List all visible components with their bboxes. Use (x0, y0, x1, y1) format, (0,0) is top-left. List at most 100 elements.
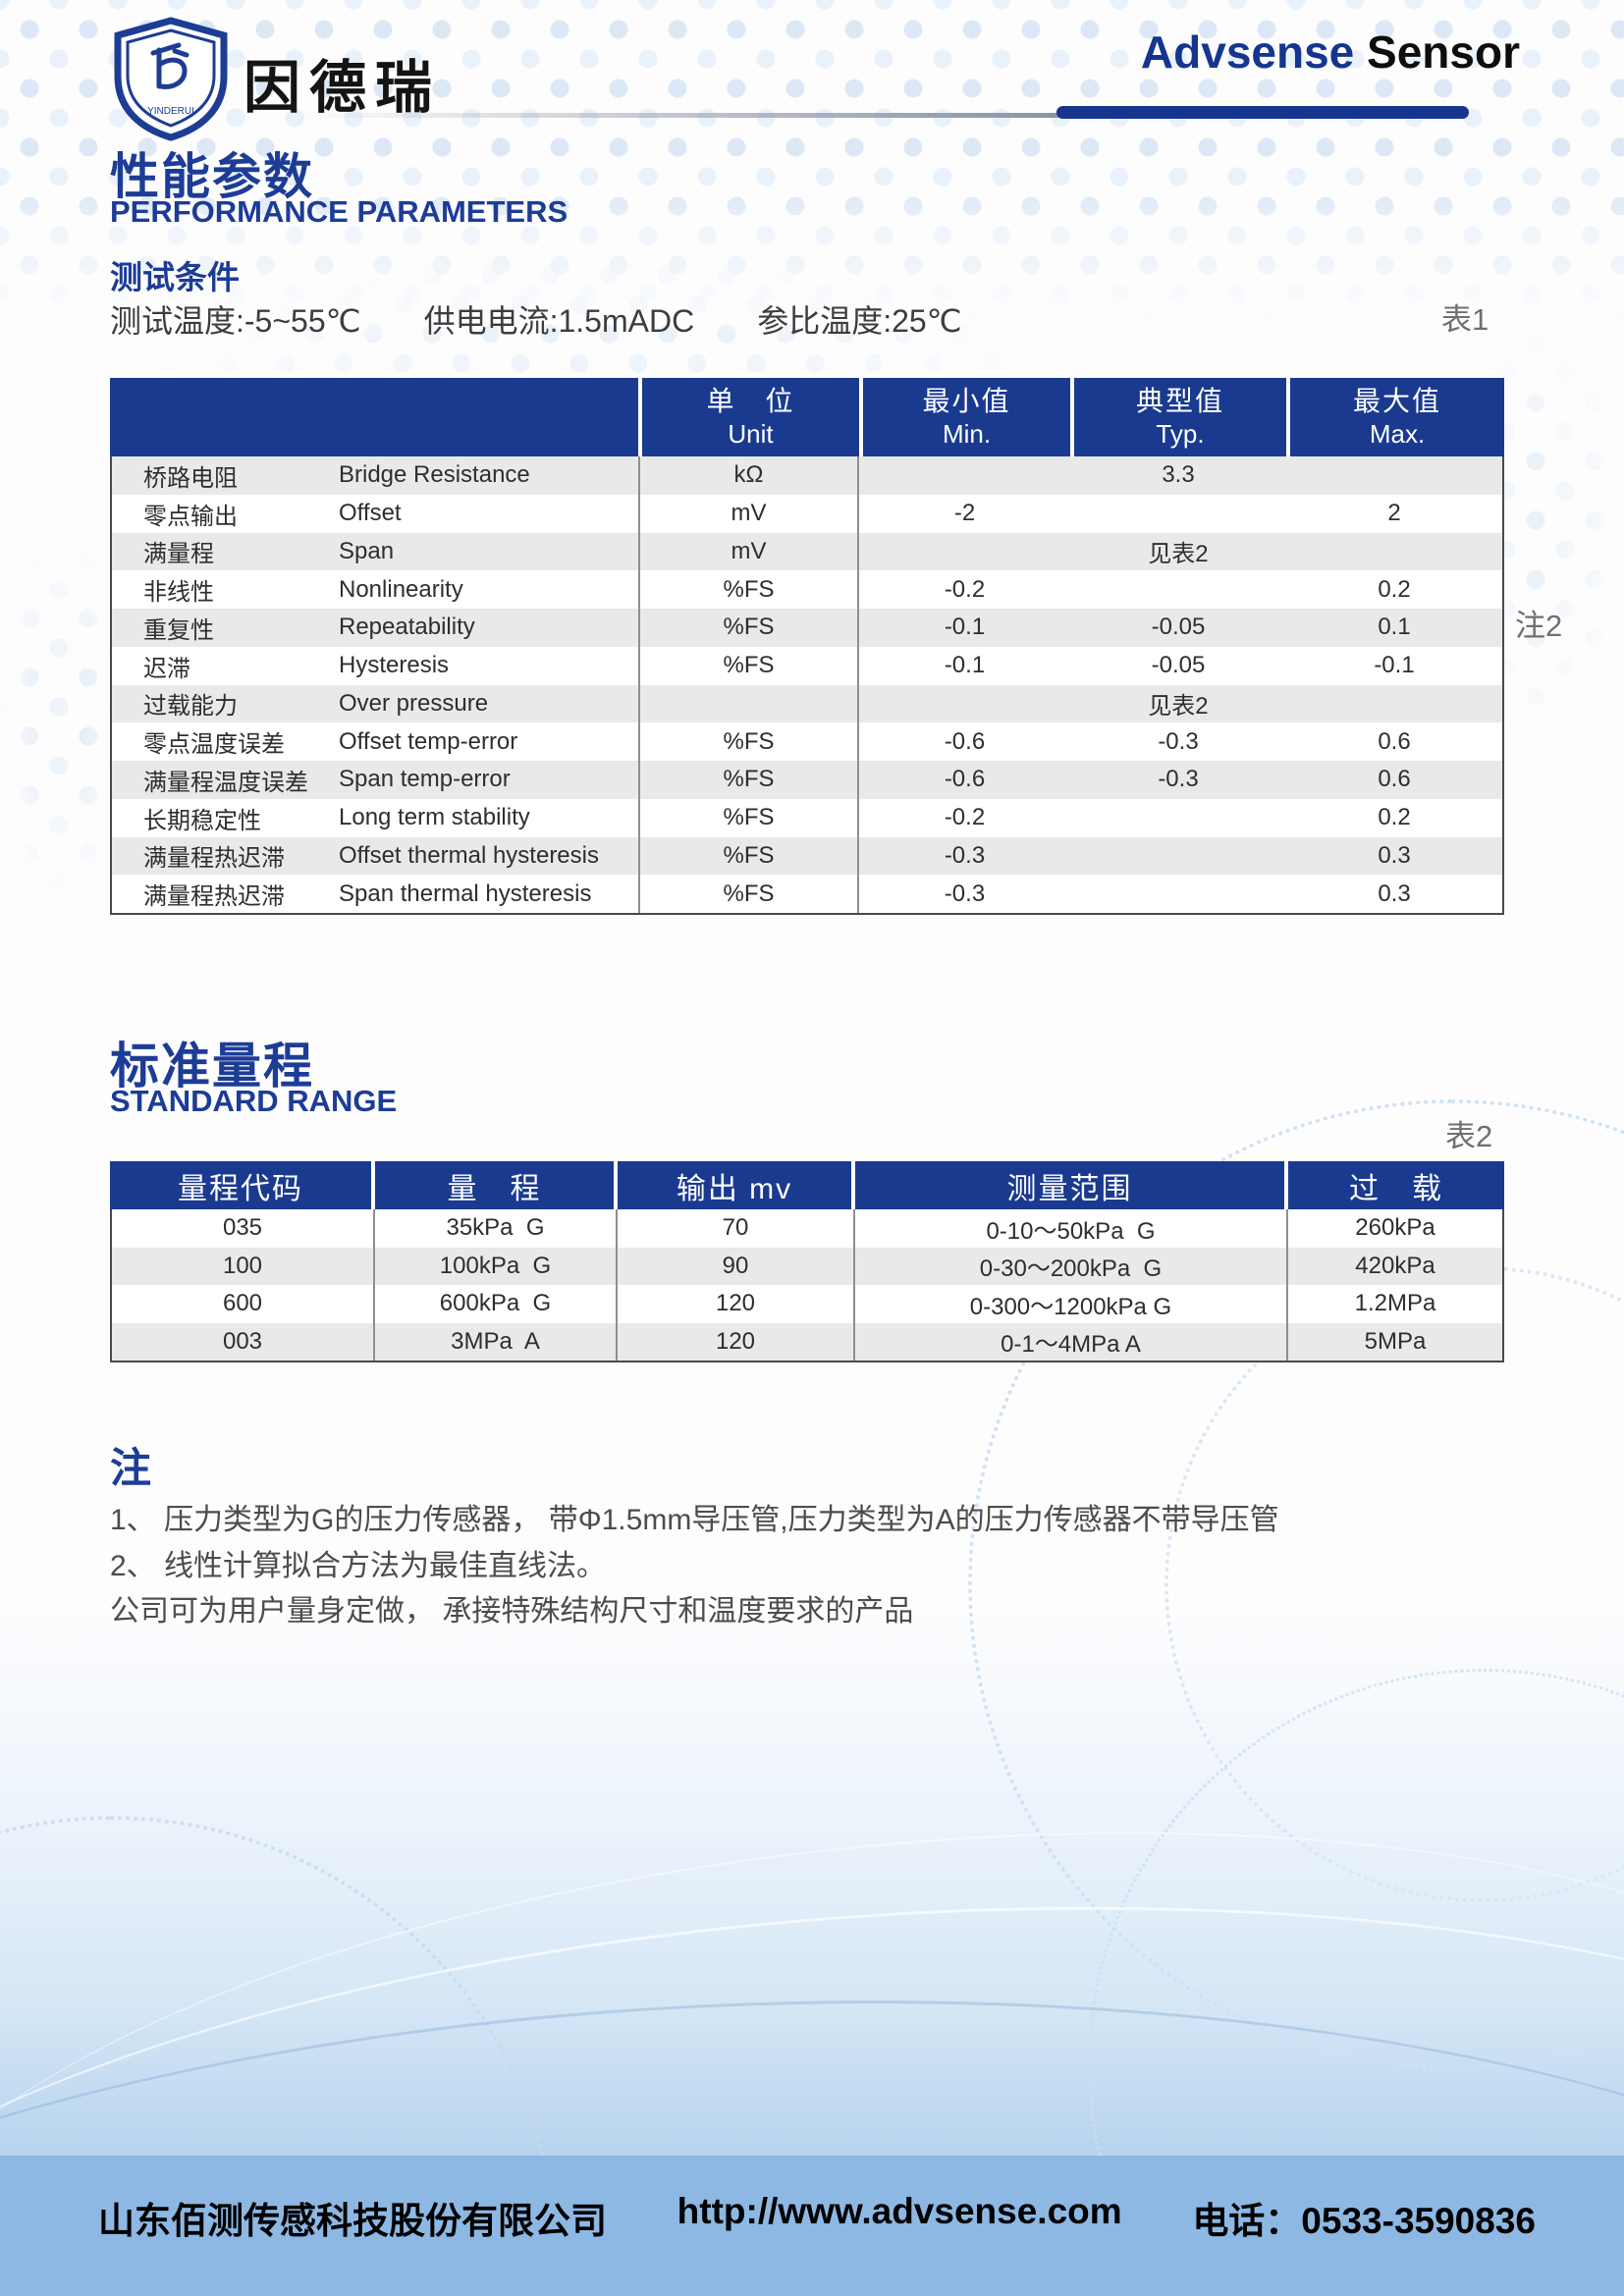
standard-range-table: 量程代码 量 程 输出 mv 测量范围 过 载 035 35kPa G 70 0… (110, 1161, 1504, 1362)
range-code: 035 (222, 1214, 263, 1242)
parameter-min: -0.1 (944, 614, 986, 641)
halftone-dots-decoration (0, 530, 128, 903)
table1-header-parameter-blank (110, 378, 638, 456)
title-underline (1056, 106, 1469, 119)
footer-phone: 电话：0533-3590836 (1192, 2201, 1536, 2241)
range-value: 600kPa G (373, 1285, 616, 1323)
parameter-name-cn: 满量程热迟滞 (143, 883, 285, 911)
measure-span: 0-30～200kPa G (853, 1247, 1286, 1285)
parameter-name-en: Span (339, 537, 395, 564)
table-row: 003 3MPa A 120 0-1～4MPa A 5MPa (112, 1322, 1502, 1361)
table-row: 零点温度误差 Offset temp-error %FS -0.6 -0.3 0… (112, 722, 1502, 761)
parameter-typ: 见表2 (1148, 541, 1209, 568)
parameter-name-en: Offset (339, 500, 402, 527)
table1-header-min: 最小值 Min. (859, 378, 1070, 456)
section-title-performance-cn: 性能参数 (110, 149, 314, 204)
range-value: 100kPa G (373, 1247, 616, 1285)
parameter-name-cn: 非线性 (143, 579, 214, 607)
table-row: 非线性 Nonlinearity %FS -0.2 0.2 (112, 570, 1502, 609)
table2-header-range-code: 量程代码 (178, 1172, 303, 1205)
table-row: 桥路电阻 Bridge Resistance kΩ 3.3 (112, 456, 1502, 495)
parameter-unit: %FS (638, 798, 859, 837)
parameter-max: 0.3 (1378, 841, 1411, 869)
table1-tag: 表1 (1441, 302, 1489, 337)
table-row: 满量程温度误差 Span temp-error %FS -0.6 -0.3 0.… (112, 761, 1502, 799)
table1-body: 桥路电阻 Bridge Resistance kΩ 3.3 零点输出 Offse… (110, 456, 1504, 915)
test-condition-temperature: 测试温度:-5~55℃ (110, 303, 361, 339)
table2-header: 量程代码 量 程 输出 mv 测量范围 过 载 (110, 1161, 1504, 1209)
table1-header-max: 最大值 Max. (1286, 378, 1504, 456)
parameter-typ: -0.3 (1158, 766, 1199, 793)
parameter-name-cn: 满量程 (143, 541, 214, 568)
parameter-name-cn: 零点输出 (143, 503, 238, 530)
parameter-max: 0.2 (1378, 804, 1411, 831)
parameter-unit: %FS (638, 570, 859, 609)
table-row: 600 600kPa G 120 0-300～1200kPa G 1.2MPa (112, 1285, 1502, 1323)
parameter-typ: -0.3 (1158, 727, 1199, 755)
parameter-unit: kΩ (638, 456, 859, 495)
parameter-name-cn: 零点温度误差 (143, 731, 285, 759)
parameter-min: -0.3 (944, 880, 986, 907)
parameter-typ: 3.3 (1162, 461, 1195, 489)
range-code: 600 (222, 1290, 263, 1317)
parameter-name-cn: 迟滞 (143, 655, 190, 682)
range-code: 003 (222, 1327, 263, 1355)
parameter-name-cn: 满量程热迟滞 (143, 845, 285, 873)
overload-value: 1.2MPa (1286, 1285, 1502, 1323)
parameter-min: -0.6 (944, 727, 986, 755)
header-max-cn: 最大值 (1352, 386, 1441, 417)
measure-span: 0-10～50kPa G (853, 1209, 1286, 1248)
parameter-typ: -0.05 (1151, 614, 1206, 641)
parameter-name-en: Hysteresis (339, 652, 450, 679)
product-word: Sensor (1354, 27, 1520, 78)
parameter-unit: %FS (638, 646, 859, 685)
table-row: 零点输出 Offset mV -2 2 (112, 494, 1502, 533)
measure-span: 0-1～4MPa A (853, 1322, 1286, 1361)
parameter-name-en: Over pressure (339, 689, 489, 717)
overload-value: 260kPa (1286, 1209, 1502, 1248)
section-title-standard-range-cn: 标准量程 (110, 1039, 314, 1094)
parameter-max: 0.6 (1378, 727, 1411, 755)
header-typ-cn: 典型值 (1135, 386, 1224, 417)
parameter-unit: %FS (638, 722, 859, 761)
header-min-en: Min. (942, 419, 992, 450)
parameter-name-en: Span thermal hysteresis (339, 880, 592, 907)
parameter-name-cn: 重复性 (143, 616, 214, 644)
parameter-max: 2 (1387, 500, 1401, 527)
parameter-typ: -0.05 (1151, 652, 1206, 679)
output-mv: 120 (616, 1285, 853, 1323)
parameter-name-cn: 过载能力 (143, 693, 238, 721)
test-conditions: 测试温度:-5~55℃ 供电电流:1.5mADC 参比温度:25℃ (110, 296, 962, 342)
output-mv: 70 (616, 1209, 853, 1248)
parameter-min: -0.6 (944, 766, 986, 793)
parameter-unit: mV (638, 494, 859, 533)
output-mv: 90 (616, 1247, 853, 1285)
table2-header-range: 量 程 (371, 1161, 614, 1209)
test-condition-supply-current: 供电电流:1.5mADC (423, 303, 695, 339)
table-row: 重复性 Repeatability %FS -0.1 -0.05 0.1 (112, 609, 1502, 647)
header-min-cn: 最小值 (922, 386, 1011, 417)
footer-website-link[interactable]: http://www.advsense.com (677, 2191, 1122, 2231)
parameter-min: -0.1 (944, 652, 986, 679)
overload-value: 5MPa (1286, 1322, 1502, 1361)
parameter-name-cn: 满量程温度误差 (143, 769, 308, 796)
parameter-name-cn: 桥路电阻 (143, 464, 238, 492)
brand-name: 因德瑞 (244, 56, 442, 120)
table1-side-note: 注2 (1515, 609, 1563, 643)
range-value: 3MPa A (373, 1322, 616, 1361)
parameter-unit: %FS (638, 761, 859, 799)
parameter-unit: %FS (638, 609, 859, 647)
header-max-en: Max. (1369, 419, 1426, 450)
footer: 山东佰测传感科技股份有限公司 http://www.advsense.com 电… (98, 2191, 1536, 2244)
parameter-name-en: Bridge Resistance (339, 461, 530, 489)
footer-company-name: 山东佰测传感科技股份有限公司 (98, 2201, 607, 2241)
parameter-max: 0.6 (1378, 766, 1411, 793)
header-typ-en: Typ. (1156, 419, 1205, 450)
parameter-unit: mV (638, 532, 859, 571)
table-row: 满量程热迟滞 Span thermal hysteresis %FS -0.3 … (112, 875, 1502, 913)
parameter-unit (638, 684, 859, 723)
performance-parameters-table: 单 位 Unit 最小值 Min. 典型值 Typ. 最大值 Max. 桥路电阻… (110, 378, 1504, 915)
table1-header-typ: 典型值 Typ. (1070, 378, 1286, 456)
parameter-typ: 见表2 (1148, 693, 1209, 721)
